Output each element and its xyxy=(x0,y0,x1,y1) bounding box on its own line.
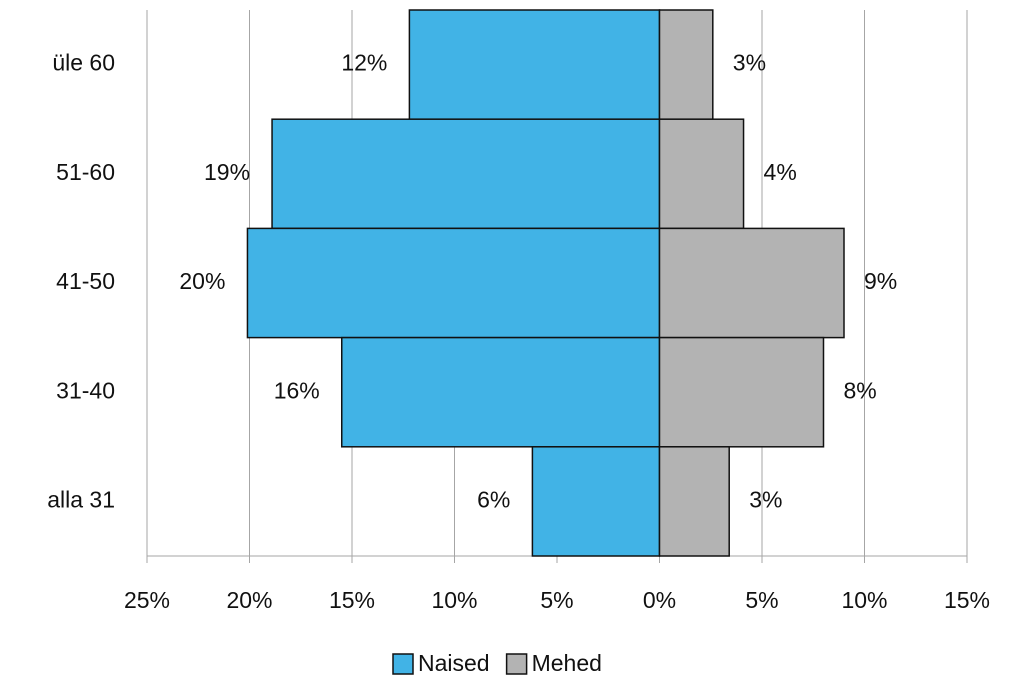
bar xyxy=(658,227,845,339)
data-label: 3% xyxy=(733,50,766,76)
bar xyxy=(531,446,661,557)
data-label: 4% xyxy=(764,159,797,185)
legend-label: Mehed xyxy=(532,650,602,676)
legend-label: Naised xyxy=(418,650,490,676)
legend-swatch xyxy=(392,653,414,675)
y-tick-label: 31-40 xyxy=(56,377,115,403)
data-label: 6% xyxy=(477,486,510,512)
y-tick-label: 51-60 xyxy=(56,159,115,185)
y-tick-label: üle 60 xyxy=(52,50,115,76)
y-tick-label: alla 31 xyxy=(47,486,115,512)
x-tick-label: 0% xyxy=(643,587,676,613)
data-label: 12% xyxy=(341,50,387,76)
bar xyxy=(658,9,714,120)
x-tick-label: 10% xyxy=(841,587,887,613)
x-tick-label: 5% xyxy=(745,587,778,613)
bar xyxy=(271,118,661,230)
x-tick-label: 5% xyxy=(540,587,573,613)
bar xyxy=(658,118,745,230)
data-label: 9% xyxy=(864,268,897,294)
x-tick-label: 25% xyxy=(124,587,170,613)
bar xyxy=(658,336,825,448)
bar xyxy=(658,446,730,557)
x-tick-label: 15% xyxy=(944,587,990,613)
bar xyxy=(246,227,661,339)
bar xyxy=(408,9,661,120)
x-tick-label: 15% xyxy=(329,587,375,613)
data-label: 20% xyxy=(179,268,225,294)
legend-swatch xyxy=(505,653,528,675)
data-label: 8% xyxy=(844,377,877,403)
data-label: 19% xyxy=(204,159,250,185)
bar xyxy=(341,336,661,448)
x-tick-label: 20% xyxy=(226,587,272,613)
data-label: 3% xyxy=(749,486,782,512)
y-tick-label: 41-50 xyxy=(56,268,115,294)
x-tick-label: 10% xyxy=(431,587,477,613)
data-label: 16% xyxy=(274,377,320,403)
